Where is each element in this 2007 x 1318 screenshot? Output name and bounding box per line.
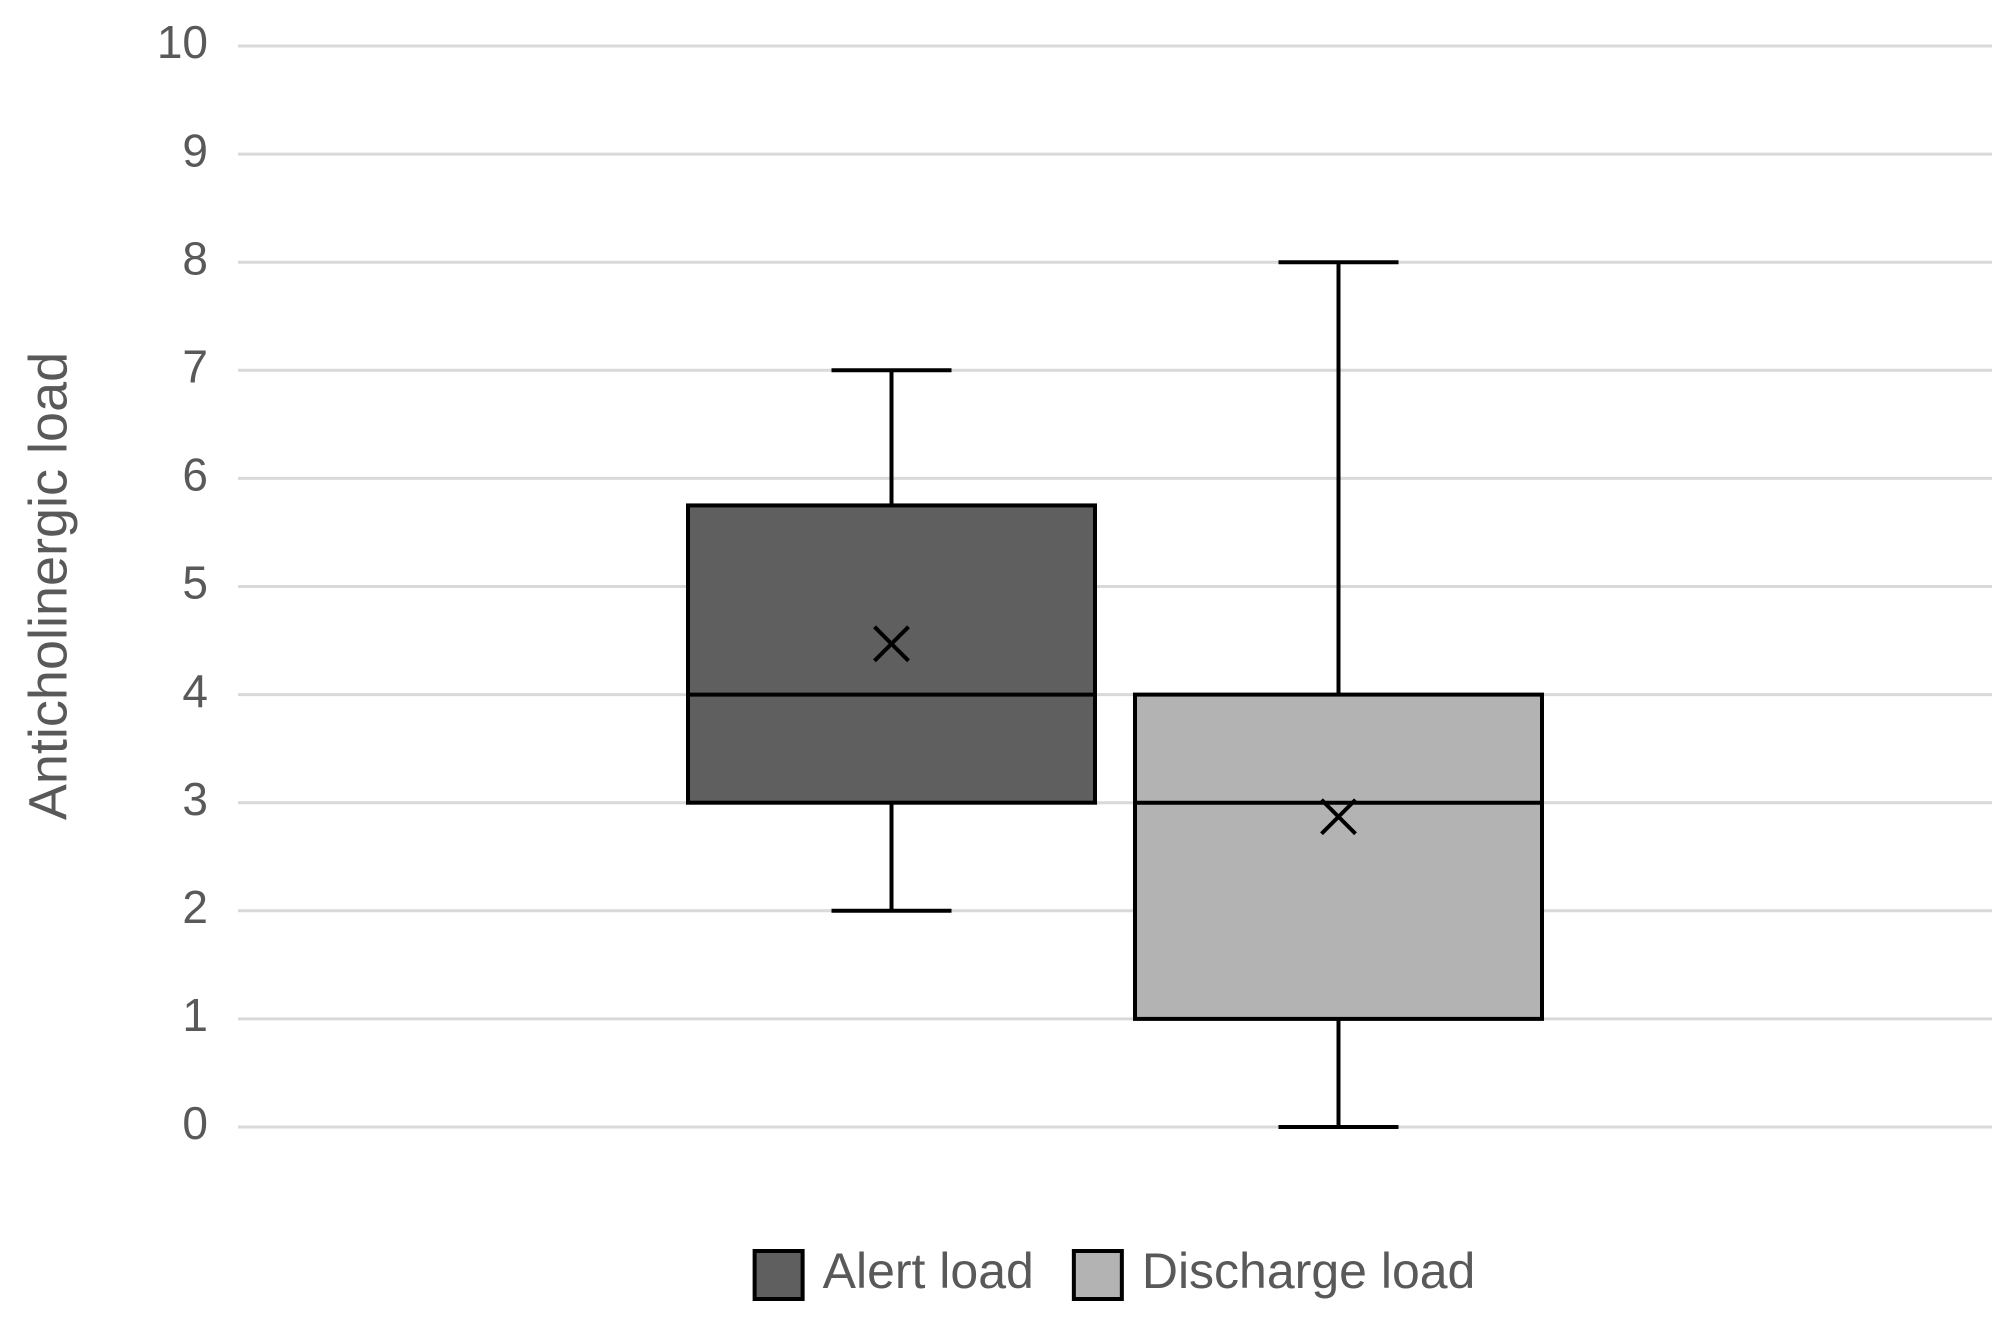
y-tick-label: 1 [182, 989, 208, 1041]
legend-label: Alert load [823, 1243, 1034, 1299]
mean-marker [1320, 798, 1357, 836]
y-tick-label: 4 [182, 665, 208, 717]
y-axis-label: Anticholinergic load [18, 352, 78, 820]
y-tick-label: 8 [182, 232, 208, 284]
y-tick-label: 9 [182, 124, 208, 176]
box [686, 503, 1097, 805]
y-tick-label: 7 [182, 340, 208, 392]
y-tick-label: 0 [182, 1097, 208, 1149]
y-tick-label: 5 [182, 557, 208, 609]
y-tick-label: 10 [157, 16, 208, 68]
legend-swatch [1071, 1249, 1124, 1301]
y-tick-label: 2 [182, 881, 208, 933]
legend-label: Discharge load [1142, 1243, 1476, 1299]
box [1133, 692, 1544, 1021]
y-tick-label: 6 [182, 449, 208, 501]
mean-marker [873, 625, 910, 663]
legend-swatch [752, 1249, 805, 1301]
y-tick-label: 3 [182, 773, 208, 825]
